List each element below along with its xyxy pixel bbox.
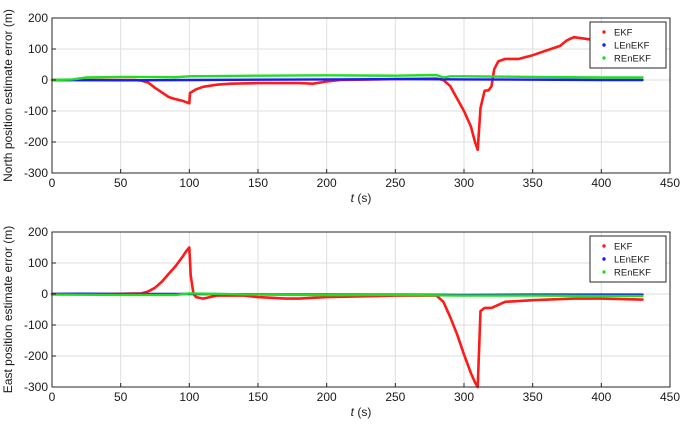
legend-marker-lenekf [602, 257, 606, 261]
axes-box [51, 17, 671, 174]
x-tick-label: 150 [248, 176, 268, 190]
x-axis-label-unit: (s) [354, 405, 371, 419]
plot-area [52, 18, 670, 173]
y-tick-label: -300 [24, 380, 48, 394]
x-tick-label: 250 [385, 390, 405, 404]
x-tick-label: 50 [114, 390, 128, 404]
x-tick-label: 400 [591, 176, 611, 190]
chart-panel-north: 0 50 100 150 200 250 300 350 400 450 -300 -200 -100 0… [1, 9, 680, 205]
x-tick-label: 450 [660, 176, 680, 190]
y-tick-label: -200 [24, 349, 48, 363]
x-tick-label: 100 [179, 176, 199, 190]
x-tick-label: 350 [523, 390, 543, 404]
legend-marker-ekf [602, 244, 606, 248]
legend-marker-ekf [602, 30, 606, 34]
legend-label-renekf: REnEKF [614, 268, 651, 279]
x-tick-label: 0 [49, 390, 56, 404]
x-tick-label: 300 [454, 176, 474, 190]
legend-label-renekf: REnEKF [614, 54, 651, 65]
y-tick-label: -300 [24, 166, 48, 180]
legend-label-ekf: EKF [614, 242, 633, 253]
legend-label-lenekf: LEnEKF [614, 41, 650, 52]
legend-marker-renekf [602, 56, 606, 60]
x-tick-label: 200 [317, 176, 337, 190]
plot-area [52, 232, 670, 387]
legend-label-ekf: EKF [614, 28, 633, 39]
y-tick-label: 100 [28, 42, 48, 56]
legend-marker-renekf [602, 270, 606, 274]
axes-box [51, 231, 671, 388]
series-line-ekf [50, 246, 644, 389]
legend-marker-lenekf [602, 43, 606, 47]
y-tick-label: -100 [24, 104, 48, 118]
y-tick-label: -200 [24, 135, 48, 149]
x-tick-label: 200 [317, 390, 337, 404]
y-tick-label: 0 [41, 287, 48, 301]
x-axis-label-symbol: t [351, 405, 355, 419]
x-axis-label-unit: (s) [354, 191, 371, 205]
x-axis-label-symbol: t [351, 191, 355, 205]
x-tick-label: 50 [114, 176, 128, 190]
legend: EKF LEnEKF REnEKF [589, 21, 667, 69]
x-tick-label: 0 [49, 176, 56, 190]
x-tick-label: 450 [660, 390, 680, 404]
y-tick-label: -100 [24, 318, 48, 332]
y-axis-label: North position estimate error (m) [1, 9, 15, 182]
x-axis-label: t (s) [351, 405, 372, 419]
y-tick-label: 0 [41, 73, 48, 87]
y-tick-label: 200 [28, 11, 48, 25]
series-line-lenekf [50, 77, 644, 82]
x-tick-label: 300 [454, 390, 474, 404]
x-tick-label: 100 [179, 390, 199, 404]
x-tick-label: 250 [385, 176, 405, 190]
chart-panel-east: 0 50 100 150 200 250 300 350 400 450 -300 -200 -100 0… [1, 225, 680, 419]
legend-label-lenekf: LEnEKF [614, 255, 650, 266]
x-tick-label: 350 [523, 176, 543, 190]
y-tick-label: 200 [28, 225, 48, 239]
y-tick-label: 100 [28, 256, 48, 270]
legend: EKF LEnEKF REnEKF [589, 235, 667, 283]
x-tick-label: 150 [248, 390, 268, 404]
y-axis-label: East position estimate error (m) [1, 226, 15, 393]
x-axis-label: t (s) [351, 191, 372, 205]
x-tick-label: 400 [591, 390, 611, 404]
series-line-renekf [50, 73, 644, 82]
series-line-renekf [50, 292, 644, 298]
